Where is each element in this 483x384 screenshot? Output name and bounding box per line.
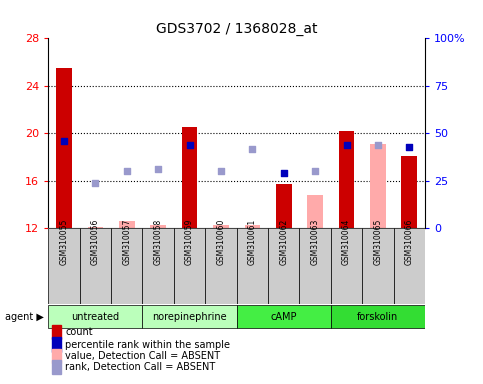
Bar [205, 228, 237, 304]
Bar [276, 184, 292, 228]
Bar [111, 228, 142, 304]
Point [406, 144, 413, 150]
Text: norepinephrine: norepinephrine [152, 311, 227, 321]
Point [249, 146, 256, 152]
Text: count: count [65, 327, 93, 337]
Bar [52, 360, 61, 374]
Bar [52, 325, 61, 339]
Bar [331, 305, 425, 328]
Point [374, 142, 382, 148]
Point [92, 180, 99, 186]
Text: GSM310056: GSM310056 [91, 218, 100, 265]
Text: agent ▶: agent ▶ [5, 311, 43, 321]
Point [217, 168, 225, 174]
Bar [244, 225, 260, 228]
Title: GDS3702 / 1368028_at: GDS3702 / 1368028_at [156, 22, 317, 36]
Bar [48, 228, 80, 304]
Bar [52, 338, 61, 352]
Text: GSM310057: GSM310057 [122, 218, 131, 265]
Bar [119, 221, 135, 228]
Text: value, Detection Call = ABSENT: value, Detection Call = ABSENT [65, 351, 220, 361]
Text: GSM310064: GSM310064 [342, 218, 351, 265]
Text: GSM310058: GSM310058 [154, 218, 163, 265]
Bar [362, 228, 394, 304]
Point [280, 170, 288, 176]
Bar [56, 68, 72, 228]
Bar [339, 131, 355, 228]
Bar [87, 227, 103, 228]
Text: GSM310061: GSM310061 [248, 218, 257, 265]
Text: forskolin: forskolin [357, 311, 398, 321]
Text: GSM310055: GSM310055 [59, 218, 69, 265]
Point [155, 166, 162, 172]
Text: percentile rank within the sample: percentile rank within the sample [65, 339, 230, 349]
Bar [142, 305, 237, 328]
Point [123, 168, 130, 174]
Bar [237, 228, 268, 304]
Bar [299, 228, 331, 304]
Text: GSM310065: GSM310065 [373, 218, 383, 265]
Point [343, 142, 351, 148]
Text: untreated: untreated [71, 311, 119, 321]
Bar [307, 195, 323, 228]
Point [185, 142, 193, 148]
Bar [142, 228, 174, 304]
Bar [80, 228, 111, 304]
Bar [401, 156, 417, 228]
Bar [394, 228, 425, 304]
Point [312, 168, 319, 174]
Bar [213, 225, 229, 228]
Bar [52, 349, 61, 363]
Bar [48, 305, 142, 328]
Bar [268, 228, 299, 304]
Bar [370, 144, 386, 228]
Text: GSM310066: GSM310066 [405, 218, 414, 265]
Text: GSM310062: GSM310062 [279, 218, 288, 265]
Bar [150, 225, 166, 228]
Text: cAMP: cAMP [270, 311, 297, 321]
Bar [237, 305, 331, 328]
Text: GSM310063: GSM310063 [311, 218, 320, 265]
Point [60, 138, 68, 144]
Bar [331, 228, 362, 304]
Text: GSM310059: GSM310059 [185, 218, 194, 265]
Text: GSM310060: GSM310060 [216, 218, 226, 265]
Text: rank, Detection Call = ABSENT: rank, Detection Call = ABSENT [65, 362, 215, 372]
Bar [182, 127, 198, 228]
Bar [174, 228, 205, 304]
